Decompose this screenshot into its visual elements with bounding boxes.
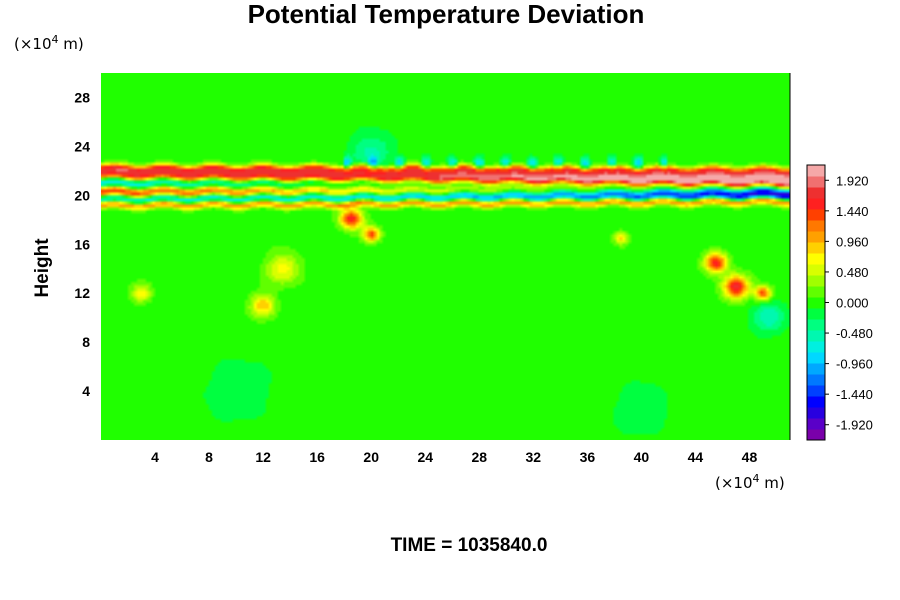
x-tick-label: 40 — [634, 449, 650, 465]
colorbar-segment — [807, 429, 825, 441]
colorbar-tick-label: -0.480 — [836, 326, 873, 341]
y-tick-label: 28 — [74, 89, 90, 105]
x-tick-label: 24 — [417, 449, 433, 465]
colorbar-segment — [807, 242, 825, 254]
colorbar-tick-label: 0.480 — [836, 265, 869, 280]
plot-area — [101, 73, 791, 440]
x-tick-label: 16 — [309, 449, 325, 465]
colorbar-tick-label: -1.920 — [836, 418, 873, 433]
chart-title: Potential Temperature Deviation — [248, 0, 645, 29]
colorbar-segment — [807, 297, 825, 309]
colorbar-segment — [807, 352, 825, 364]
colorbar-segment — [807, 231, 825, 243]
colorbar-segment — [807, 385, 825, 397]
x-tick-label: 44 — [688, 449, 704, 465]
colorbar-tick-label: 1.440 — [836, 204, 869, 219]
time-label: TIME = 1035840.0 — [391, 535, 548, 556]
y-unit-label: (×104 m) — [14, 33, 84, 53]
colorbar-segment — [807, 407, 825, 419]
colorbar-segment — [807, 253, 825, 265]
colorbar-tick-label: 1.920 — [836, 173, 869, 188]
colorbar-segment — [807, 220, 825, 232]
colorbar-segment — [807, 319, 825, 331]
colorbar-segment — [807, 165, 825, 177]
y-unit-exponent: 4 — [52, 33, 59, 46]
colorbar-tick-label: -1.440 — [836, 387, 873, 402]
y-tick-label: 20 — [74, 187, 90, 203]
x-tick-label: 36 — [580, 449, 596, 465]
y-tick-labels: 4 8 12 16 20 24 28 — [74, 89, 90, 399]
x-tick-labels: 4 8 12 16 20 24 28 32 36 40 44 48 — [151, 449, 757, 465]
x-tick-label: 32 — [526, 449, 542, 465]
x-tick-label: 8 — [205, 449, 213, 465]
colorbar-segment — [807, 286, 825, 298]
colorbar — [806, 164, 826, 441]
colorbar-labels: 1.920 1.440 0.960 0.480 0.000 -0.480 -0.960 -1.… — [825, 173, 873, 433]
x-unit-exponent: 4 — [753, 472, 760, 485]
colorbar-tick-label: 0.960 — [836, 234, 869, 249]
field-image — [101, 73, 790, 440]
x-tick-label: 12 — [255, 449, 271, 465]
colorbar-segment — [807, 275, 825, 287]
y-tick-label: 12 — [74, 285, 90, 301]
colorbar-segment — [807, 330, 825, 342]
y-axis-label: Height — [32, 238, 53, 298]
colorbar-segment — [807, 264, 825, 276]
y-tick-label: 24 — [74, 138, 90, 154]
colorbar-tick-label: -0.960 — [836, 357, 873, 372]
x-unit-label: (×104 m) — [715, 472, 785, 492]
colorbar-segment — [807, 176, 825, 188]
y-tick-label: 8 — [82, 334, 90, 350]
colorbar-segment — [807, 198, 825, 210]
x-tick-label: 48 — [742, 449, 758, 465]
x-tick-label: 4 — [151, 449, 159, 465]
colorbar-segment — [807, 341, 825, 353]
y-tick-label: 4 — [82, 383, 90, 399]
x-tick-label: 20 — [363, 449, 379, 465]
colorbar-tick-label: 0.000 — [836, 296, 869, 311]
y-tick-label: 16 — [74, 236, 90, 252]
colorbar-segment — [807, 418, 825, 430]
colorbar-segment — [807, 209, 825, 221]
colorbar-segment — [807, 187, 825, 199]
colorbar-segment — [807, 374, 825, 386]
colorbar-segment — [807, 308, 825, 320]
x-tick-label: 28 — [471, 449, 487, 465]
colorbar-segment — [807, 363, 825, 375]
colorbar-segment — [807, 396, 825, 408]
